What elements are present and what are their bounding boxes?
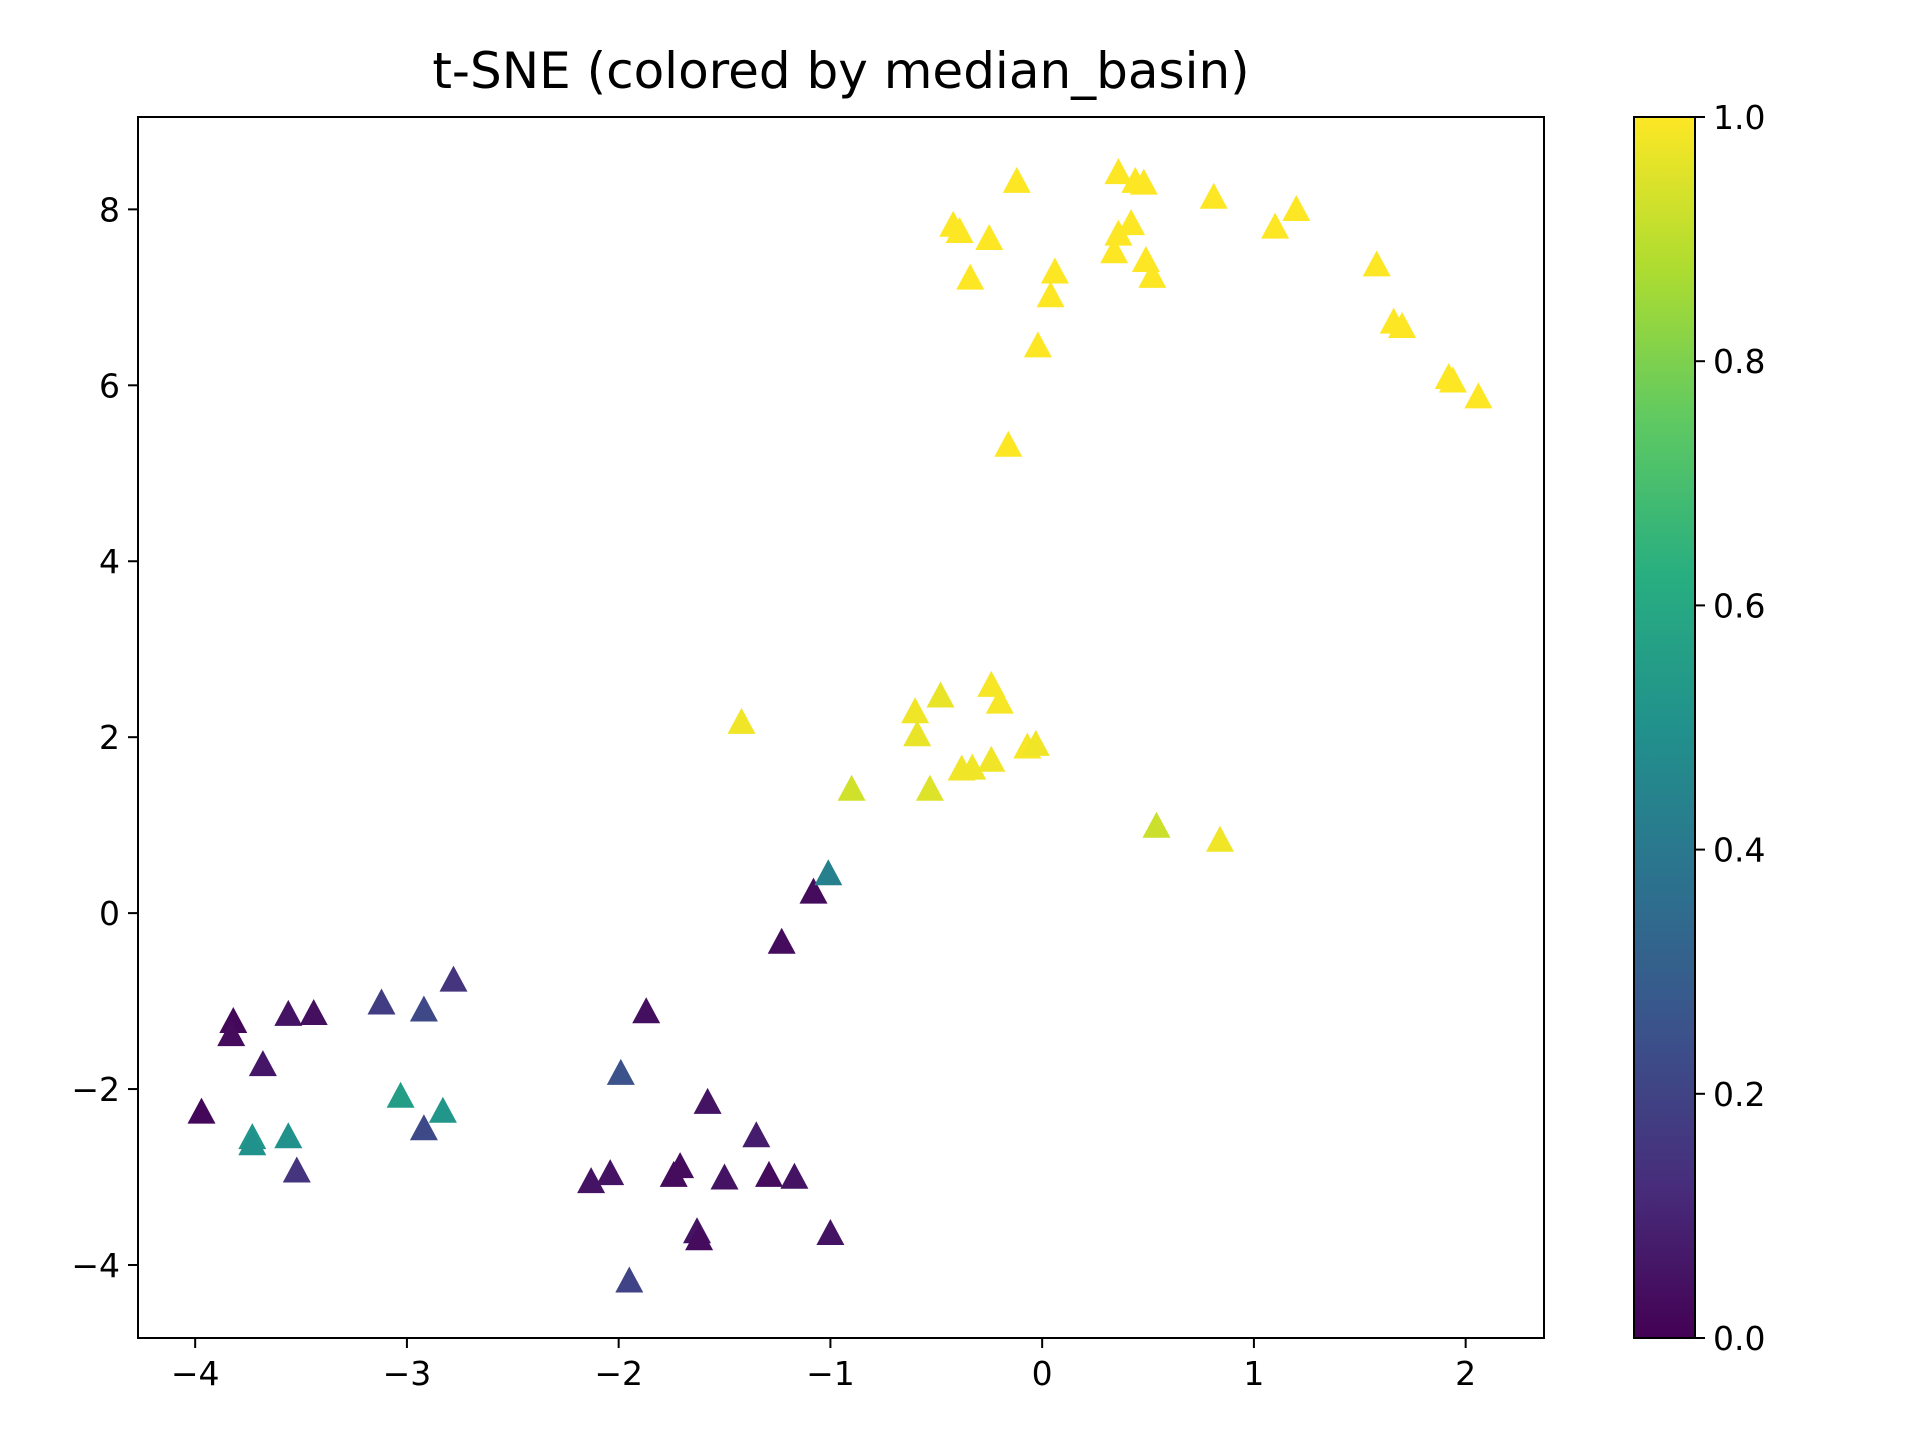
data-point-2	[217, 1020, 246, 1047]
y-tick-label: 0	[99, 894, 120, 933]
data-point-60	[1104, 158, 1133, 185]
data-point-27	[742, 1121, 771, 1148]
data-point-0	[187, 1097, 216, 1124]
data-point-44	[985, 687, 1014, 714]
data-point-22	[666, 1152, 695, 1179]
data-point-34	[727, 707, 756, 734]
data-point-55	[1023, 331, 1052, 358]
y-tick-label: 8	[99, 190, 120, 229]
colorbar	[1633, 116, 1696, 1339]
data-point-11	[386, 1081, 415, 1108]
x-tick-label: −2	[594, 1354, 643, 1393]
data-point-48	[1206, 825, 1234, 852]
data-point-39	[926, 681, 955, 708]
colorbar-ticks: 0.0 0.2 0.4 0.6 0.8 1.0	[1695, 98, 1765, 1358]
y-tick-label: 6	[99, 366, 120, 405]
data-point-19	[615, 1266, 644, 1293]
chart-title: t-SNE (colored by median_basin)	[432, 42, 1249, 100]
data-point-74	[1464, 382, 1493, 409]
data-point-26	[710, 1163, 739, 1190]
data-point-61	[1117, 209, 1146, 236]
data-point-20	[632, 997, 661, 1024]
data-point-56	[1036, 281, 1065, 308]
data-point-31	[799, 877, 828, 904]
data-point-18	[606, 1058, 635, 1085]
data-point-13	[409, 1114, 438, 1141]
data-point-66	[1199, 182, 1228, 209]
data-point-10	[367, 988, 396, 1015]
plot-frame	[137, 116, 1545, 1339]
x-tick-label: 1	[1243, 1354, 1264, 1393]
y-axis-ticks: −4 −2 0 2 4 6 8	[71, 190, 138, 1285]
x-tick-label: −4	[171, 1354, 220, 1393]
data-point-42	[977, 745, 1006, 772]
data-point-17	[596, 1159, 625, 1186]
y-tick-label: −4	[71, 1246, 120, 1285]
data-point-24	[685, 1224, 714, 1251]
colorbar-tick-label: 0.4	[1713, 831, 1765, 870]
y-tick-label: 2	[99, 718, 120, 757]
data-point-64	[1131, 246, 1160, 272]
data-point-5	[238, 1129, 267, 1156]
x-tick-label: −3	[383, 1354, 432, 1393]
data-point-33	[814, 859, 843, 886]
x-tick-label: 2	[1455, 1354, 1476, 1393]
data-point-57	[1040, 257, 1069, 284]
data-point-68	[1282, 195, 1311, 221]
data-point-73	[1438, 366, 1467, 393]
data-point-69	[1362, 250, 1391, 277]
colorbar-tick-label: 0.6	[1713, 586, 1765, 625]
data-point-12	[409, 995, 438, 1022]
data-point-53	[994, 430, 1023, 457]
data-point-36	[901, 697, 930, 724]
data-point-51	[956, 263, 985, 290]
data-point-41	[958, 753, 987, 780]
colorbar-tick-label: 0.2	[1713, 1075, 1765, 1114]
data-point-37	[903, 720, 932, 747]
data-point-58	[1100, 237, 1129, 264]
data-point-35	[837, 774, 866, 801]
x-axis-ticks: −4 −3 −2 −1 0 1 2	[171, 1338, 1476, 1393]
data-point-32	[816, 1219, 845, 1245]
data-point-67	[1261, 212, 1290, 239]
x-tick-label: 0	[1032, 1354, 1053, 1393]
data-point-6	[274, 999, 303, 1026]
data-point-14	[428, 1096, 457, 1123]
data-points	[187, 158, 1493, 1293]
data-point-15	[439, 965, 468, 992]
x-tick-label: −1	[806, 1354, 855, 1393]
data-point-71	[1388, 312, 1417, 338]
data-point-65	[1138, 261, 1167, 288]
data-point-54	[1002, 166, 1031, 193]
data-point-63	[1129, 168, 1158, 195]
data-point-52	[975, 224, 1004, 250]
data-point-38	[915, 774, 944, 801]
data-point-3	[248, 1050, 277, 1077]
colorbar-tick-label: 0.8	[1713, 342, 1765, 381]
y-tick-label: 4	[99, 542, 120, 581]
data-point-59	[1104, 219, 1133, 246]
data-point-8	[282, 1156, 311, 1183]
data-point-9	[299, 999, 328, 1025]
data-point-28	[755, 1160, 783, 1187]
colorbar-tick-label: 0.0	[1713, 1319, 1765, 1358]
data-point-1	[219, 1007, 248, 1033]
y-tick-label: −2	[71, 1070, 120, 1109]
data-point-7	[274, 1122, 303, 1149]
data-point-29	[780, 1162, 809, 1189]
data-point-46	[1021, 729, 1050, 756]
data-point-16	[577, 1167, 606, 1194]
colorbar-tick-label: 1.0	[1713, 98, 1765, 137]
data-point-50	[945, 217, 974, 243]
data-point-47	[1142, 811, 1171, 838]
data-point-30	[767, 927, 796, 954]
data-point-25	[693, 1087, 722, 1114]
